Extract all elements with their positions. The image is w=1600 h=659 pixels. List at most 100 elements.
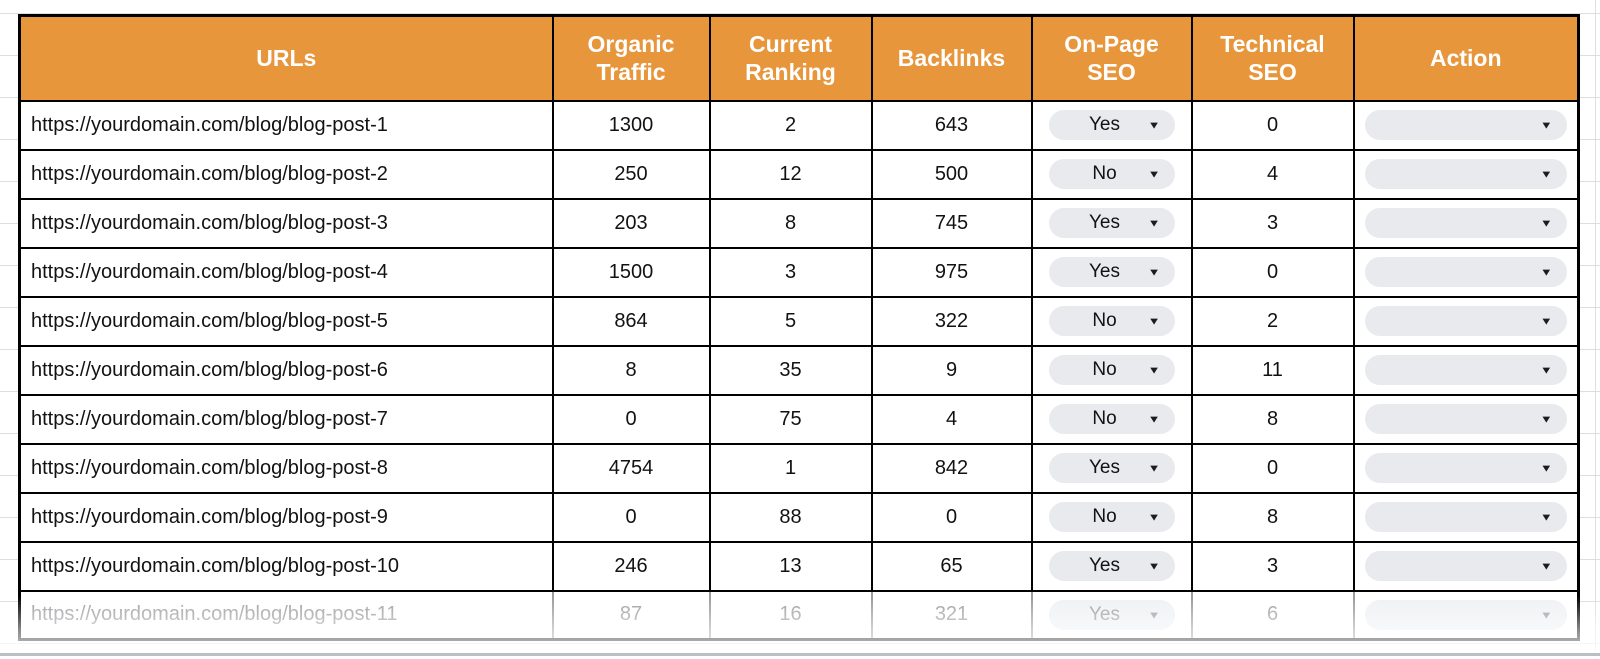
- table-row: https://yourdomain.com/blog/blog-post-2 …: [18, 148, 1580, 200]
- cell-technical-seo[interactable]: 2: [1190, 295, 1355, 347]
- cell-url[interactable]: https://yourdomain.com/blog/blog-post-10: [18, 540, 554, 592]
- cell-url[interactable]: https://yourdomain.com/blog/blog-post-9: [18, 491, 554, 543]
- cell-onpage-seo[interactable]: Yes ▼: [1030, 540, 1193, 592]
- cell-backlinks[interactable]: 321: [870, 589, 1033, 641]
- cell-onpage-seo[interactable]: No ▼: [1030, 148, 1193, 200]
- cell-url[interactable]: https://yourdomain.com/blog/blog-post-11: [18, 589, 554, 641]
- cell-url[interactable]: https://yourdomain.com/blog/blog-post-2: [18, 148, 554, 200]
- cell-organic-traffic[interactable]: 1300: [551, 99, 711, 151]
- action-dropdown[interactable]: ▼: [1364, 599, 1567, 630]
- cell-backlinks[interactable]: 65: [870, 540, 1033, 592]
- cell-current-ranking[interactable]: 8: [708, 197, 873, 249]
- cell-backlinks[interactable]: 322: [870, 295, 1033, 347]
- onpage-seo-dropdown[interactable]: No ▼: [1048, 502, 1175, 532]
- cell-organic-traffic[interactable]: 87: [551, 589, 711, 641]
- onpage-seo-dropdown[interactable]: No ▼: [1048, 159, 1175, 189]
- cell-backlinks[interactable]: 500: [870, 148, 1033, 200]
- onpage-seo-dropdown[interactable]: No ▼: [1048, 355, 1175, 385]
- cell-action[interactable]: ▼: [1352, 589, 1580, 641]
- cell-backlinks[interactable]: 745: [870, 197, 1033, 249]
- onpage-seo-dropdown[interactable]: Yes ▼: [1048, 599, 1175, 630]
- onpage-seo-dropdown[interactable]: No ▼: [1048, 404, 1175, 434]
- action-dropdown[interactable]: ▼: [1364, 257, 1567, 287]
- cell-technical-seo[interactable]: 6: [1190, 589, 1355, 641]
- cell-url[interactable]: https://yourdomain.com/blog/blog-post-5: [18, 295, 554, 347]
- onpage-seo-dropdown[interactable]: Yes ▼: [1048, 110, 1175, 140]
- onpage-seo-dropdown[interactable]: Yes ▼: [1048, 551, 1175, 581]
- cell-current-ranking[interactable]: 75: [708, 393, 873, 445]
- onpage-seo-dropdown[interactable]: Yes ▼: [1048, 208, 1175, 238]
- cell-current-ranking[interactable]: 12: [708, 148, 873, 200]
- action-dropdown[interactable]: ▼: [1364, 453, 1567, 483]
- cell-technical-seo[interactable]: 3: [1190, 197, 1355, 249]
- cell-url[interactable]: https://yourdomain.com/blog/blog-post-3: [18, 197, 554, 249]
- cell-action[interactable]: ▼: [1352, 344, 1580, 396]
- cell-current-ranking[interactable]: 5: [708, 295, 873, 347]
- cell-technical-seo[interactable]: 8: [1190, 491, 1355, 543]
- cell-onpage-seo[interactable]: Yes ▼: [1030, 197, 1193, 249]
- cell-organic-traffic[interactable]: 8: [551, 344, 711, 396]
- cell-organic-traffic[interactable]: 4754: [551, 442, 711, 494]
- cell-current-ranking[interactable]: 35: [708, 344, 873, 396]
- action-dropdown[interactable]: ▼: [1364, 110, 1567, 140]
- cell-organic-traffic[interactable]: 246: [551, 540, 711, 592]
- cell-organic-traffic[interactable]: 864: [551, 295, 711, 347]
- cell-technical-seo[interactable]: 0: [1190, 99, 1355, 151]
- cell-onpage-seo[interactable]: No ▼: [1030, 295, 1193, 347]
- cell-technical-seo[interactable]: 0: [1190, 442, 1355, 494]
- cell-url[interactable]: https://yourdomain.com/blog/blog-post-1: [18, 99, 554, 151]
- cell-action[interactable]: ▼: [1352, 540, 1580, 592]
- cell-technical-seo[interactable]: 4: [1190, 148, 1355, 200]
- cell-current-ranking[interactable]: 88: [708, 491, 873, 543]
- cell-backlinks[interactable]: 4: [870, 393, 1033, 445]
- cell-current-ranking[interactable]: 16: [708, 589, 873, 641]
- action-dropdown[interactable]: ▼: [1364, 355, 1567, 385]
- cell-url[interactable]: https://yourdomain.com/blog/blog-post-8: [18, 442, 554, 494]
- cell-onpage-seo[interactable]: Yes ▼: [1030, 442, 1193, 494]
- action-dropdown[interactable]: ▼: [1364, 404, 1567, 434]
- cell-action[interactable]: ▼: [1352, 491, 1580, 543]
- cell-backlinks[interactable]: 9: [870, 344, 1033, 396]
- cell-backlinks[interactable]: 643: [870, 99, 1033, 151]
- cell-current-ranking[interactable]: 3: [708, 246, 873, 298]
- onpage-seo-dropdown[interactable]: Yes ▼: [1048, 257, 1175, 287]
- cell-current-ranking[interactable]: 2: [708, 99, 873, 151]
- cell-backlinks[interactable]: 975: [870, 246, 1033, 298]
- cell-onpage-seo[interactable]: Yes ▼: [1030, 589, 1193, 641]
- cell-current-ranking[interactable]: 1: [708, 442, 873, 494]
- cell-onpage-seo[interactable]: No ▼: [1030, 491, 1193, 543]
- action-dropdown[interactable]: ▼: [1364, 159, 1567, 189]
- cell-action[interactable]: ▼: [1352, 393, 1580, 445]
- action-dropdown[interactable]: ▼: [1364, 208, 1567, 238]
- cell-organic-traffic[interactable]: 0: [551, 491, 711, 543]
- action-dropdown[interactable]: ▼: [1364, 551, 1567, 581]
- cell-organic-traffic[interactable]: 0: [551, 393, 711, 445]
- cell-action[interactable]: ▼: [1352, 148, 1580, 200]
- cell-onpage-seo[interactable]: Yes ▼: [1030, 246, 1193, 298]
- cell-action[interactable]: ▼: [1352, 197, 1580, 249]
- cell-url[interactable]: https://yourdomain.com/blog/blog-post-4: [18, 246, 554, 298]
- onpage-seo-dropdown[interactable]: Yes ▼: [1048, 453, 1175, 483]
- cell-action[interactable]: ▼: [1352, 442, 1580, 494]
- cell-organic-traffic[interactable]: 1500: [551, 246, 711, 298]
- cell-url[interactable]: https://yourdomain.com/blog/blog-post-7: [18, 393, 554, 445]
- cell-action[interactable]: ▼: [1352, 246, 1580, 298]
- cell-onpage-seo[interactable]: No ▼: [1030, 393, 1193, 445]
- cell-action[interactable]: ▼: [1352, 99, 1580, 151]
- action-dropdown[interactable]: ▼: [1364, 306, 1567, 336]
- cell-technical-seo[interactable]: 8: [1190, 393, 1355, 445]
- cell-technical-seo[interactable]: 0: [1190, 246, 1355, 298]
- onpage-seo-dropdown[interactable]: No ▼: [1048, 306, 1175, 336]
- cell-onpage-seo[interactable]: No ▼: [1030, 344, 1193, 396]
- cell-backlinks[interactable]: 842: [870, 442, 1033, 494]
- cell-action[interactable]: ▼: [1352, 295, 1580, 347]
- cell-url[interactable]: https://yourdomain.com/blog/blog-post-6: [18, 344, 554, 396]
- cell-current-ranking[interactable]: 13: [708, 540, 873, 592]
- action-dropdown[interactable]: ▼: [1364, 502, 1567, 532]
- cell-technical-seo[interactable]: 3: [1190, 540, 1355, 592]
- cell-organic-traffic[interactable]: 250: [551, 148, 711, 200]
- cell-backlinks[interactable]: 0: [870, 491, 1033, 543]
- cell-technical-seo[interactable]: 11: [1190, 344, 1355, 396]
- cell-organic-traffic[interactable]: 203: [551, 197, 711, 249]
- cell-onpage-seo[interactable]: Yes ▼: [1030, 99, 1193, 151]
